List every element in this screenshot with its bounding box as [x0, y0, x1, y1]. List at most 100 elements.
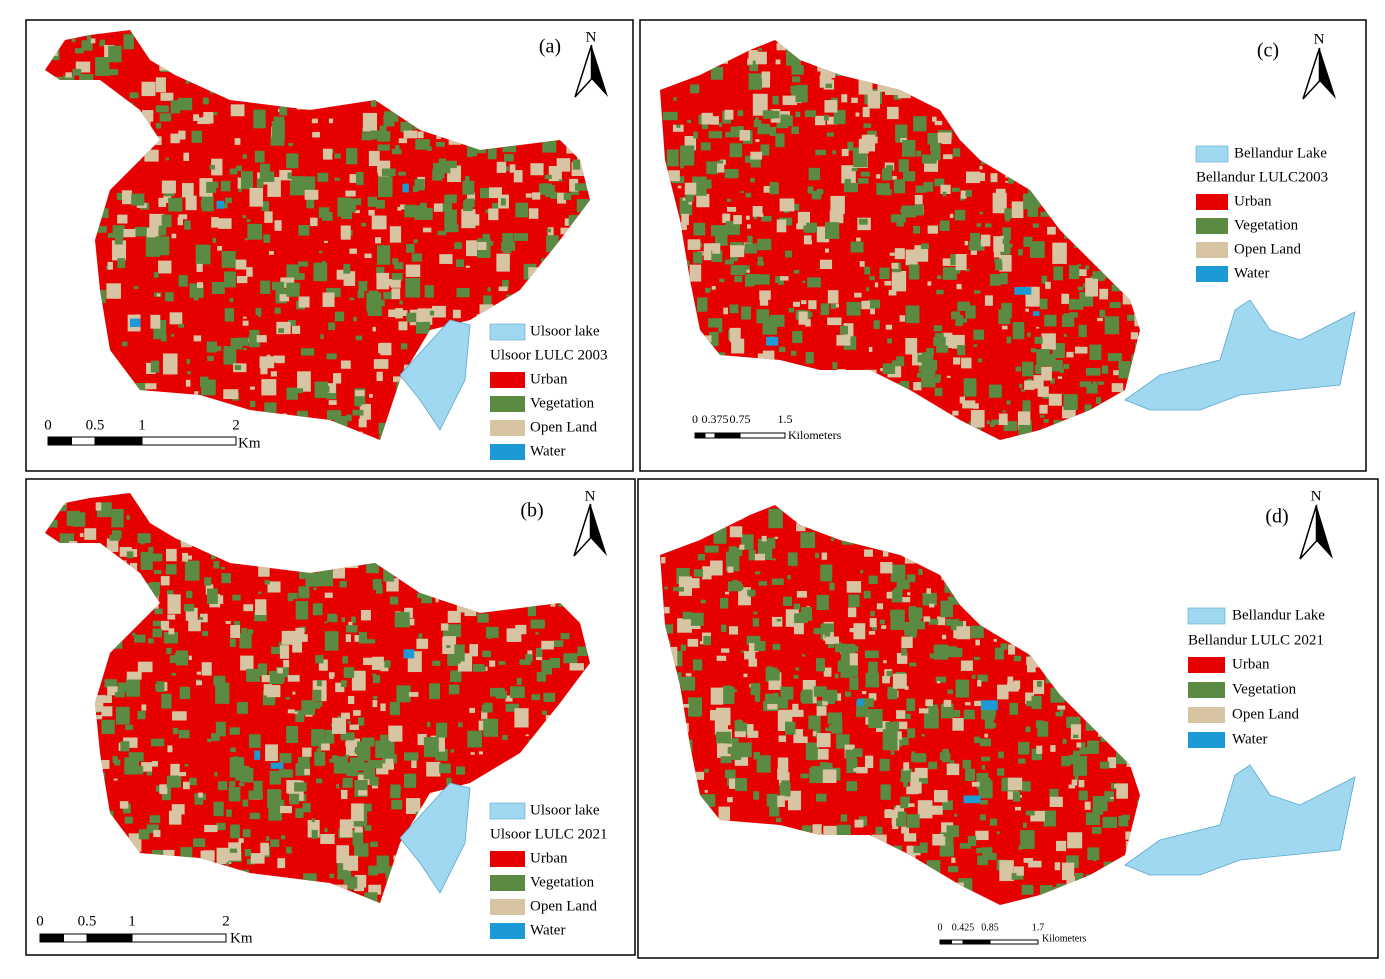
land-cover-patch [558, 712, 567, 720]
land-cover-patch [235, 58, 245, 72]
land-cover-patch [101, 706, 113, 717]
land-cover-patch [1089, 639, 1101, 650]
land-cover-patch [242, 316, 247, 319]
land-cover-patch [867, 427, 877, 440]
land-cover-patch [994, 647, 1004, 660]
land-cover-patch [1124, 727, 1139, 737]
land-cover-patch [957, 345, 966, 356]
land-cover-patch [772, 95, 779, 105]
land-cover-patch [406, 312, 417, 323]
land-cover-patch [906, 529, 920, 538]
land-cover-patch [846, 581, 862, 593]
land-cover-patch [740, 190, 744, 193]
land-cover-patch [661, 557, 666, 564]
legend-swatch [1196, 194, 1228, 210]
land-cover-patch [1018, 108, 1033, 118]
land-cover-patch [193, 335, 202, 342]
land-cover-patch [92, 184, 105, 202]
land-cover-patch [78, 277, 92, 285]
land-cover-patch [351, 525, 355, 529]
land-cover-patch [1088, 702, 1093, 706]
land-cover-patch [230, 548, 238, 555]
land-cover-patch [242, 154, 248, 159]
land-cover-patch [479, 514, 490, 526]
land-cover-patch [1060, 619, 1070, 631]
land-cover-patch [326, 410, 342, 420]
land-cover-patch [407, 871, 413, 877]
land-cover-patch [289, 39, 301, 48]
land-cover-patch [375, 740, 391, 758]
land-cover-patch [976, 847, 986, 854]
land-cover-patch [204, 824, 218, 833]
land-cover-patch [444, 194, 457, 204]
land-cover-patch [847, 141, 854, 151]
land-cover-patch [93, 122, 107, 138]
land-cover-patch [133, 388, 137, 394]
land-cover-patch [169, 312, 183, 325]
land-cover-patch [1066, 351, 1074, 358]
land-cover-patch [1077, 286, 1084, 291]
land-cover-patch [526, 776, 533, 781]
land-cover-patch [373, 30, 381, 41]
land-cover-patch [385, 758, 394, 768]
land-cover-patch [739, 544, 745, 550]
land-cover-patch [710, 709, 721, 721]
land-cover-patch [283, 659, 290, 668]
land-cover-patch [1063, 333, 1067, 337]
north-arrow [591, 45, 608, 97]
land-cover-patch [684, 783, 695, 794]
land-cover-patch [825, 636, 840, 645]
land-cover-patch [779, 40, 786, 46]
land-cover-patch [753, 214, 758, 220]
land-cover-patch [757, 76, 771, 88]
land-cover-patch [97, 868, 102, 871]
land-cover-patch [1112, 566, 1119, 576]
land-cover-patch [662, 646, 678, 667]
land-cover-patch [1004, 582, 1016, 589]
land-cover-patch [946, 40, 959, 50]
land-cover-patch [810, 766, 822, 783]
land-cover-patch [555, 301, 560, 308]
legend-label: Urban [530, 850, 568, 866]
land-cover-patch [911, 753, 926, 762]
land-cover-patch [1093, 627, 1102, 638]
land-cover-patch [998, 413, 1008, 426]
land-cover-patch [667, 884, 679, 897]
land-cover-patch [287, 593, 294, 602]
land-cover-patch [1127, 271, 1140, 282]
land-cover-patch [489, 660, 496, 667]
land-cover-patch [403, 773, 417, 788]
land-cover-patch [585, 159, 590, 162]
land-cover-patch [209, 87, 221, 94]
land-cover-patch [519, 531, 530, 538]
land-cover-patch [54, 672, 64, 679]
land-cover-patch [868, 708, 883, 729]
land-cover-patch [838, 388, 845, 395]
land-cover-patch [1066, 716, 1081, 729]
land-cover-patch [155, 77, 166, 93]
land-cover-patch [903, 781, 908, 788]
land-cover-patch [178, 323, 185, 328]
land-cover-patch [870, 610, 875, 617]
land-cover-patch [1098, 627, 1105, 634]
land-cover-patch [563, 192, 572, 200]
land-cover-patch [1111, 383, 1124, 393]
land-cover-patch [562, 509, 570, 515]
land-cover-patch [393, 855, 398, 861]
land-cover-patch [309, 533, 321, 543]
land-cover-patch [823, 114, 829, 121]
land-cover-patch [811, 190, 822, 200]
land-cover-patch [467, 502, 471, 507]
land-cover-patch [892, 412, 905, 426]
land-cover-patch [824, 248, 829, 253]
land-cover-patch [329, 873, 335, 879]
land-cover-patch [444, 591, 449, 595]
land-cover-patch [735, 778, 748, 792]
land-cover-patch [370, 776, 379, 786]
land-cover-patch [769, 182, 779, 195]
land-cover-patch [364, 892, 378, 903]
land-cover-patch [558, 599, 564, 607]
land-cover-patch [183, 604, 195, 612]
scale-bar-segment [714, 432, 741, 439]
land-cover-patch [1043, 810, 1056, 827]
